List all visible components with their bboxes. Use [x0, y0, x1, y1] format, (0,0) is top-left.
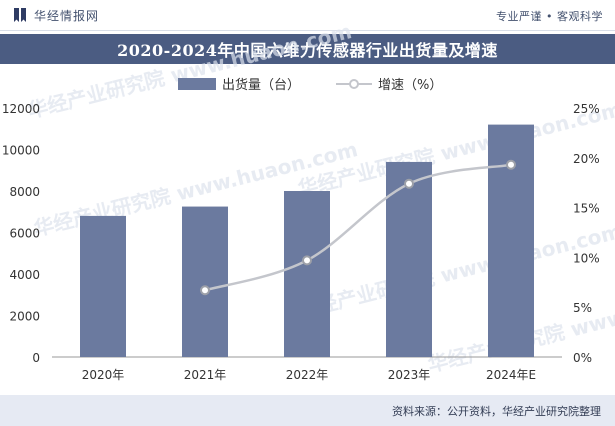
y-left-tick-label: 6000	[9, 227, 40, 241]
growth-line	[200, 159, 516, 296]
y-right-tick-label: 20%	[573, 152, 600, 166]
legend: 出货量（台） 增速（%）	[178, 77, 442, 93]
y-right-tick-label: 10%	[573, 251, 600, 265]
y-left-tick-label: 8000	[9, 185, 40, 199]
y-left-tick-label: 0	[32, 351, 40, 365]
growth-point	[404, 178, 414, 189]
bar	[284, 191, 330, 357]
bar	[182, 206, 228, 357]
axes: 0 2000 4000 6000 8000 10000 12000 0% 5% 10% 15% 20%…	[2, 102, 600, 382]
y-left-tick-label: 4000	[9, 268, 40, 282]
legend-bar-swatch	[178, 78, 216, 90]
legend-line-marker	[349, 79, 359, 89]
top-bar: 华经情报网 专业严谨 • 客观科学	[0, 0, 615, 31]
y-right-tick-label: 0%	[573, 351, 592, 365]
footer: 资料来源：公开资料，华经产业研究院整理	[0, 395, 615, 426]
source-note: 资料来源：公开资料，华经产业研究院整理	[392, 405, 601, 418]
y-right-tick-label: 25%	[573, 102, 600, 116]
x-tick-label: 2024年E	[486, 368, 536, 382]
legend-line-label: 增速（%）	[378, 78, 442, 93]
bar	[386, 161, 432, 357]
growth-point	[506, 159, 516, 170]
x-tick-label: 2020年	[82, 368, 125, 382]
brand[interactable]: 华经情报网	[12, 7, 99, 23]
x-tick-label: 2021年	[184, 368, 227, 382]
chart-title: 2020-2024年中国六维力传感器行业出货量及增速	[117, 41, 498, 60]
bookmark-logo-icon	[14, 8, 26, 22]
growth-point	[200, 285, 210, 296]
legend-bar-label: 出货量（台）	[222, 77, 300, 93]
y-right-tick-label: 15%	[573, 202, 600, 216]
x-tick-label: 2022年	[286, 368, 329, 382]
title-band: 2020-2024年中国六维力传感器行业出货量及增速	[0, 34, 615, 64]
brand-name: 华经情报网	[34, 8, 100, 23]
y-right-tick-label: 5%	[573, 301, 592, 315]
bar	[80, 215, 126, 357]
watermark-text: 华经产业研究院 www.huaon.com	[25, 19, 354, 123]
growth-point	[302, 255, 312, 266]
y-left-tick-label: 2000	[9, 310, 40, 324]
bar	[488, 124, 534, 357]
slogan: 专业严谨 • 客观科学	[496, 10, 603, 23]
x-tick-label: 2023年	[388, 368, 431, 382]
growth-line-path	[204, 163, 512, 292]
bars	[80, 124, 534, 357]
y-left-tick-label: 12000	[2, 102, 40, 116]
y-left-tick-label: 10000	[2, 144, 40, 158]
